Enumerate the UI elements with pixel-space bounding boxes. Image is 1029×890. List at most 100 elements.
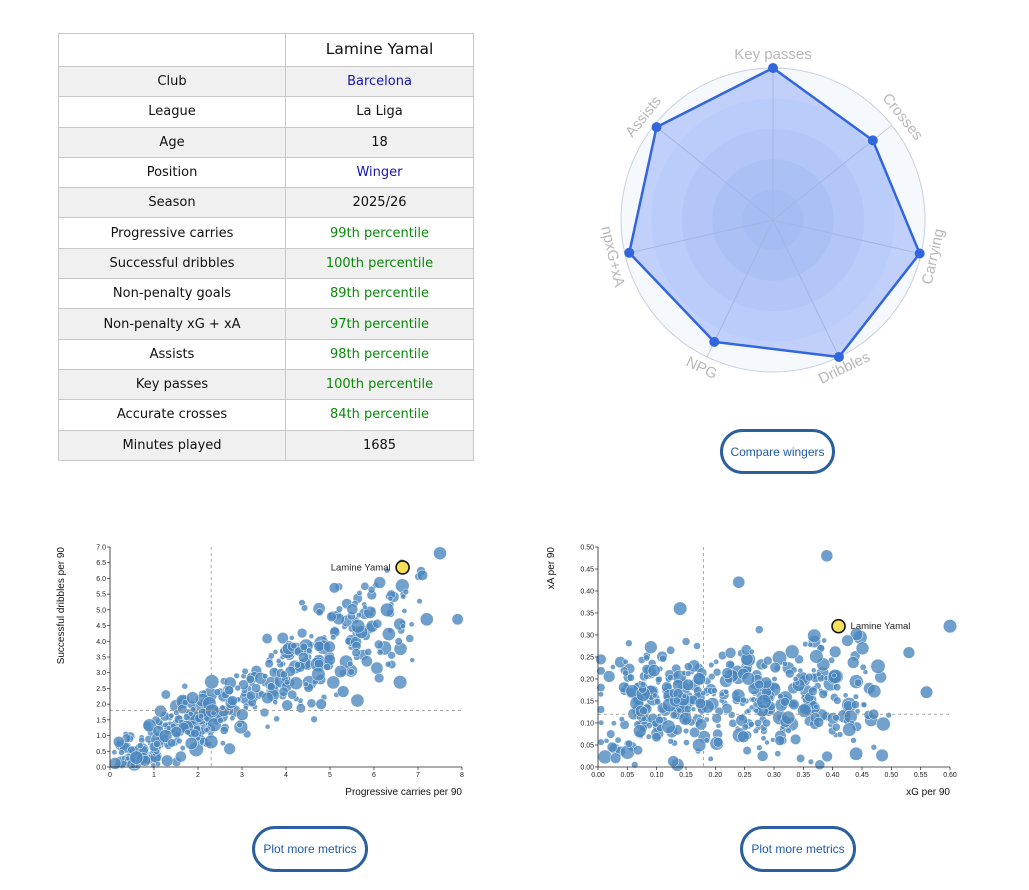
scatter-point[interactable] xyxy=(876,716,891,732)
scatter-point[interactable] xyxy=(315,698,327,710)
scatter-point[interactable] xyxy=(283,678,291,686)
scatter-point[interactable] xyxy=(807,628,822,643)
scatter-point[interactable] xyxy=(683,662,693,671)
scatter-point[interactable] xyxy=(273,715,280,723)
scatter-point[interactable] xyxy=(384,661,392,668)
scatter-point[interactable] xyxy=(867,684,882,699)
scatter-point[interactable] xyxy=(168,712,175,719)
scatter-point[interactable] xyxy=(401,608,408,614)
scatter-point[interactable] xyxy=(264,724,271,730)
scatter-point[interactable] xyxy=(829,645,842,658)
scatter-point[interactable] xyxy=(870,744,878,751)
scatter-point[interactable] xyxy=(595,653,607,666)
scatter-point[interactable] xyxy=(708,672,716,681)
radar-vertex[interactable] xyxy=(768,63,778,73)
scatter-point[interactable] xyxy=(815,671,822,678)
scatter-point[interactable] xyxy=(313,640,325,652)
scatter-point[interactable] xyxy=(181,682,189,690)
scatter-point[interactable] xyxy=(356,590,363,596)
scatter-point[interactable] xyxy=(742,746,752,756)
scatter-point[interactable] xyxy=(142,718,157,733)
scatter-point[interactable] xyxy=(326,675,341,690)
scatter-point[interactable] xyxy=(740,696,747,704)
scatter-point[interactable] xyxy=(303,681,309,687)
scatter-point[interactable] xyxy=(293,661,302,669)
scatter-point[interactable] xyxy=(405,634,415,643)
scatter-point[interactable] xyxy=(606,729,616,739)
scatter-point[interactable] xyxy=(741,671,756,686)
scatter-point[interactable] xyxy=(633,724,647,738)
scatter-point[interactable] xyxy=(227,695,238,707)
scatter-point[interactable] xyxy=(854,708,861,715)
scatter-point[interactable] xyxy=(712,667,722,677)
scatter-point[interactable] xyxy=(416,569,428,581)
scatter-point[interactable] xyxy=(384,567,390,574)
scatter-point[interactable] xyxy=(748,721,755,728)
scatter-point[interactable] xyxy=(618,716,625,723)
scatter-point[interactable] xyxy=(748,648,755,655)
scatter-point[interactable] xyxy=(711,713,722,724)
scatter-point[interactable] xyxy=(347,668,355,676)
scatter-point[interactable] xyxy=(842,692,849,699)
scatter-point[interactable] xyxy=(373,576,386,589)
scatter-point[interactable] xyxy=(682,727,690,735)
scatter-point[interactable] xyxy=(360,655,373,668)
scatter-point[interactable] xyxy=(810,667,817,674)
scatter-point[interactable] xyxy=(756,750,769,762)
scatter-point[interactable] xyxy=(737,730,750,743)
scatter-point[interactable] xyxy=(920,685,934,699)
scatter-point[interactable] xyxy=(350,619,366,634)
scatter-point[interactable] xyxy=(213,688,222,696)
scatter-point[interactable] xyxy=(220,740,226,747)
scatter-point[interactable] xyxy=(785,668,795,679)
scatter-point[interactable] xyxy=(400,623,406,630)
scatter-point[interactable] xyxy=(400,593,407,600)
scatter-point[interactable] xyxy=(780,697,790,707)
scatter-point[interactable] xyxy=(367,585,376,594)
scatter-point[interactable] xyxy=(382,627,396,641)
scatter-point[interactable] xyxy=(809,649,824,664)
scatter-point[interactable] xyxy=(693,642,701,650)
scatter-point[interactable] xyxy=(855,641,870,656)
scatter-point[interactable] xyxy=(387,595,394,602)
scatter-point[interactable] xyxy=(433,546,447,561)
scatter-point[interactable] xyxy=(334,665,347,678)
scatter-point[interactable] xyxy=(261,673,269,680)
scatter-point[interactable] xyxy=(323,640,336,653)
scatter-point[interactable] xyxy=(842,722,857,737)
scatter-point[interactable] xyxy=(313,658,324,669)
scatter-point[interactable] xyxy=(639,706,648,716)
scatter-point[interactable] xyxy=(290,642,298,650)
scatter-point[interactable] xyxy=(647,664,661,678)
scatter-point[interactable] xyxy=(754,679,765,690)
scatter-point[interactable] xyxy=(603,738,610,744)
scatter-point[interactable] xyxy=(346,603,359,616)
scatter-point[interactable] xyxy=(246,690,257,701)
scatter-point[interactable] xyxy=(769,661,781,674)
scatter-point[interactable] xyxy=(672,696,681,705)
scatter-point[interactable] xyxy=(179,745,186,751)
scatter-point[interactable] xyxy=(184,736,198,750)
scatter-point[interactable] xyxy=(351,648,361,658)
scatter-point[interactable] xyxy=(161,754,174,767)
scatter-point[interactable] xyxy=(644,640,658,654)
scatter-point[interactable] xyxy=(598,719,605,726)
scatter-point[interactable] xyxy=(111,749,118,756)
scatter-point[interactable] xyxy=(326,611,337,622)
scatter-point[interactable] xyxy=(942,619,958,634)
scatter-point[interactable] xyxy=(187,711,194,717)
scatter-point[interactable] xyxy=(387,651,396,660)
scatter-point[interactable] xyxy=(337,685,350,698)
scatter-point[interactable] xyxy=(597,738,605,746)
scatter-point[interactable] xyxy=(272,649,279,655)
scatter-point[interactable] xyxy=(234,684,242,692)
scatter-point[interactable] xyxy=(217,717,224,724)
scatter-point[interactable] xyxy=(184,728,191,736)
scatter-point[interactable] xyxy=(153,740,161,748)
scatter-point[interactable] xyxy=(735,714,748,727)
scatter-point[interactable] xyxy=(851,700,860,710)
scatter-point[interactable] xyxy=(712,737,724,748)
scatter-point[interactable] xyxy=(308,633,315,640)
scatter-point[interactable] xyxy=(666,645,676,655)
scatter-point[interactable] xyxy=(762,718,771,728)
